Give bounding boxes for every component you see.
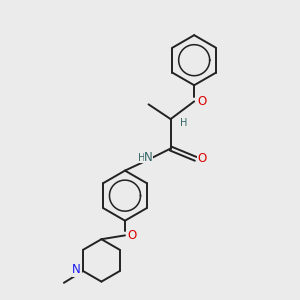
- Text: H: H: [180, 118, 188, 128]
- Text: N: N: [72, 263, 81, 276]
- Text: O: O: [128, 229, 137, 242]
- Text: O: O: [197, 152, 207, 165]
- Text: O: O: [197, 95, 206, 108]
- Text: N: N: [144, 152, 153, 164]
- Text: H: H: [138, 153, 146, 163]
